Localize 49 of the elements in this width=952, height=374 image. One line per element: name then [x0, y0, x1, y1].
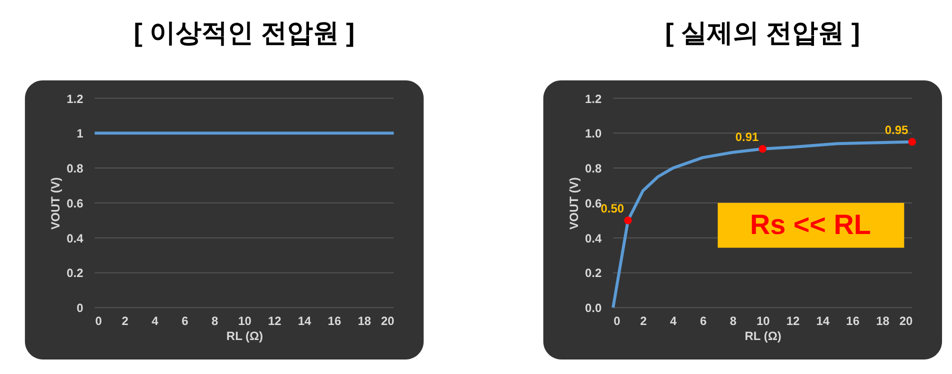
x-tick-label: 10 [238, 314, 252, 328]
chart-title: [ 실제의 전압원 ] [665, 19, 860, 48]
x-tick-label: 8 [730, 314, 737, 328]
y-tick-label: 0.8 [66, 162, 84, 176]
x-tick-label: 4 [670, 314, 678, 328]
y-tick-label: 0.0 [584, 301, 602, 316]
data-label: 0.91 [735, 130, 759, 144]
x-tick-label: 12 [268, 314, 282, 328]
x-tick-label: 14 [816, 314, 830, 328]
point [908, 138, 916, 146]
y-tick-label: 0.8 [584, 162, 602, 176]
x-tick-label: 10 [756, 314, 770, 328]
y-tick-label: 0.2 [66, 266, 84, 280]
x-tick-label: 20 [380, 314, 395, 328]
x-tick-label: 4 [152, 314, 159, 328]
x-tick-label: 16 [328, 314, 342, 328]
x-tick-label: 14 [298, 314, 312, 328]
y-tick-label: 0 [76, 301, 84, 316]
y-tick-label: 0.4 [584, 231, 602, 246]
chart-title: [ 이상적인 전압원 ] [134, 19, 355, 48]
x-tick-label: 0 [614, 314, 621, 328]
x-tick-label: 0 [95, 314, 102, 328]
x-tick-label: 6 [182, 314, 189, 328]
y-tick-label: 1.0 [584, 126, 602, 141]
x-tick-label: 12 [786, 314, 800, 328]
x-tick-label: 2 [122, 314, 129, 328]
data-label: 0.95 [884, 122, 908, 137]
y-tick-label: 1.2 [584, 92, 602, 106]
y-tick-label: 0.6 [584, 196, 602, 210]
x-tick-label: 18 [876, 314, 890, 328]
x-tick-label: 16 [846, 314, 860, 328]
x-tick-label: 8 [211, 314, 218, 328]
y-tick-label: 0.4 [66, 231, 84, 246]
point [624, 216, 632, 224]
point [758, 145, 766, 153]
y-axis-title: VOUT (V) [566, 177, 581, 230]
data-label: 0.50 [600, 201, 624, 216]
x-axis-title: RL (Ω) [744, 329, 782, 344]
y-axis-title: VOUT (V) [48, 177, 63, 230]
y-tick-label: 1.2 [66, 92, 84, 106]
x-tick-label: 20 [899, 314, 913, 328]
y-tick-label: 0.2 [584, 266, 602, 280]
x-tick-label: 18 [358, 314, 372, 328]
annotation: Rs << RL [750, 208, 871, 240]
x-tick-label: 2 [640, 314, 648, 328]
y-tick-label: 0.6 [66, 196, 84, 210]
x-axis-title: RL (Ω) [226, 329, 264, 344]
x-tick-label: 6 [700, 314, 707, 328]
y-tick-label: 1 [76, 126, 84, 141]
